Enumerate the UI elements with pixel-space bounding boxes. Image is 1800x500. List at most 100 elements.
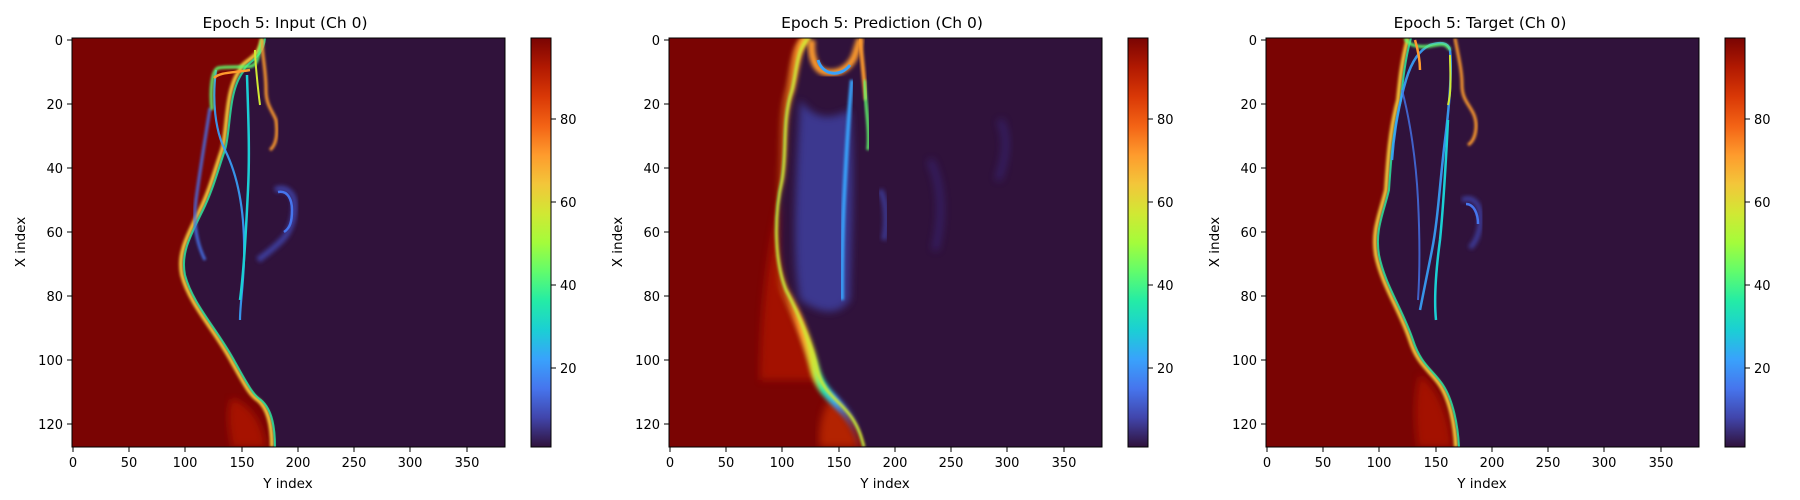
front-edge-outer <box>182 38 276 447</box>
colorbar-tick: 20 <box>1148 362 1174 377</box>
x-axis-ticks: 0 50 100 150 200 250 300 350 <box>1263 447 1674 471</box>
svg-text:0: 0 <box>652 34 660 49</box>
x-tick: 350 <box>455 447 479 471</box>
front-edge <box>769 38 867 447</box>
x-tick: 50 <box>718 447 735 471</box>
svg-text:200: 200 <box>286 456 311 471</box>
plume-left <box>193 107 212 261</box>
svg-text:200: 200 <box>883 456 908 471</box>
x-axis-label: Y index <box>859 476 909 492</box>
colorbar-tick: 80 <box>1745 113 1771 128</box>
svg-text:80: 80 <box>1157 113 1174 128</box>
svg-text:80: 80 <box>560 113 577 128</box>
svg-text:60: 60 <box>1240 226 1257 241</box>
blob-right-core <box>1465 202 1480 225</box>
y-tick: 60 <box>46 226 72 241</box>
y-tick: 80 <box>643 290 669 305</box>
x-tick: 200 <box>883 447 908 471</box>
svg-text:20: 20 <box>46 98 63 113</box>
y-axis-ticks: 0 20 40 60 80 100 120 <box>635 34 669 433</box>
x-tick: 0 <box>69 447 77 471</box>
svg-text:100: 100 <box>173 456 198 471</box>
heatmap-image <box>668 37 1103 448</box>
svg-text:350: 350 <box>1052 456 1077 471</box>
front-edge <box>1372 38 1458 447</box>
svg-text:20: 20 <box>643 98 660 113</box>
blob-right-core <box>277 190 294 234</box>
colorbar-tick: 60 <box>1745 196 1771 211</box>
svg-text:0: 0 <box>1263 456 1271 471</box>
x-tick: 350 <box>1052 447 1077 471</box>
x-tick: 200 <box>1480 447 1504 471</box>
y-tick: 120 <box>635 418 669 433</box>
plume-top-hot <box>213 68 251 79</box>
svg-text:20: 20 <box>1240 98 1257 113</box>
svg-text:50: 50 <box>718 456 735 471</box>
y-tick: 60 <box>643 226 669 241</box>
x-axis-ticks: 0 50 100 150 200 250 300 350 <box>666 447 1077 471</box>
y-tick: 20 <box>1240 98 1266 113</box>
svg-text:60: 60 <box>1157 196 1174 211</box>
faint-swirl <box>927 118 1009 251</box>
svg-text:50: 50 <box>1315 456 1332 471</box>
svg-text:300: 300 <box>1592 456 1617 471</box>
faint-blob <box>877 188 890 241</box>
colorbar-tick: 60 <box>551 196 577 211</box>
y-tick: 120 <box>1232 418 1266 433</box>
plume-top <box>209 39 264 111</box>
svg-text:0: 0 <box>55 34 63 49</box>
plume-tendril <box>260 39 279 152</box>
y-tick: 100 <box>635 354 669 369</box>
x-tick: 300 <box>1592 447 1617 471</box>
svg-text:40: 40 <box>1240 162 1257 177</box>
svg-text:80: 80 <box>46 290 63 305</box>
y-tick: 100 <box>38 354 72 369</box>
hot-region <box>669 38 862 447</box>
svg-text:100: 100 <box>1232 354 1257 369</box>
svg-text:120: 120 <box>635 418 660 433</box>
heatmap-image <box>1265 37 1700 448</box>
colorbar-tick: 40 <box>1745 279 1771 294</box>
svg-text:40: 40 <box>46 162 63 177</box>
y-tick: 40 <box>643 162 669 177</box>
svg-text:60: 60 <box>560 196 577 211</box>
x-tick: 250 <box>1536 447 1561 471</box>
svg-text:250: 250 <box>342 456 367 471</box>
x-tick: 250 <box>939 447 963 471</box>
y-tick: 80 <box>1240 290 1266 305</box>
x-tick: 150 <box>827 447 851 471</box>
panel-title: Epoch 5: Target (Ch 0) <box>1394 14 1567 32</box>
x-tick: 300 <box>995 447 1020 471</box>
svg-text:120: 120 <box>38 418 63 433</box>
svg-text:0: 0 <box>1249 34 1257 49</box>
panel-target: Epoch 5: Target (Ch 0) 0 <box>1207 14 1771 492</box>
panel-prediction: Epoch 5: Prediction (Ch 0) <box>610 14 1174 492</box>
svg-text:350: 350 <box>1649 456 1674 471</box>
svg-text:50: 50 <box>121 456 138 471</box>
svg-text:80: 80 <box>643 290 660 305</box>
y-tick: 0 <box>1249 34 1266 49</box>
svg-text:300: 300 <box>995 456 1020 471</box>
blob-right <box>1461 196 1483 250</box>
svg-text:0: 0 <box>69 456 77 471</box>
plume-inner <box>1401 89 1421 301</box>
svg-text:150: 150 <box>1424 456 1449 471</box>
front-edge-line <box>774 38 866 447</box>
colorbar: 20 40 60 80 <box>1127 37 1174 448</box>
colorbar-tick: 60 <box>1148 196 1174 211</box>
colorbar-tick: 80 <box>1148 113 1174 128</box>
svg-text:60: 60 <box>643 226 660 241</box>
colorbar-tick: 80 <box>551 113 577 128</box>
panel-title: Epoch 5: Prediction (Ch 0) <box>781 14 983 32</box>
colorbar-tick: 20 <box>1745 362 1771 377</box>
y-tick: 120 <box>38 418 72 433</box>
svg-text:40: 40 <box>560 279 577 294</box>
colorbar-tick: 40 <box>551 279 577 294</box>
plume-tendril-2 <box>254 49 261 106</box>
x-tick: 0 <box>1263 447 1271 471</box>
plume-fill <box>795 100 853 312</box>
svg-text:250: 250 <box>1536 456 1561 471</box>
heatmap-image <box>71 37 506 448</box>
y-tick: 60 <box>1240 226 1266 241</box>
svg-text:80: 80 <box>1754 113 1771 128</box>
